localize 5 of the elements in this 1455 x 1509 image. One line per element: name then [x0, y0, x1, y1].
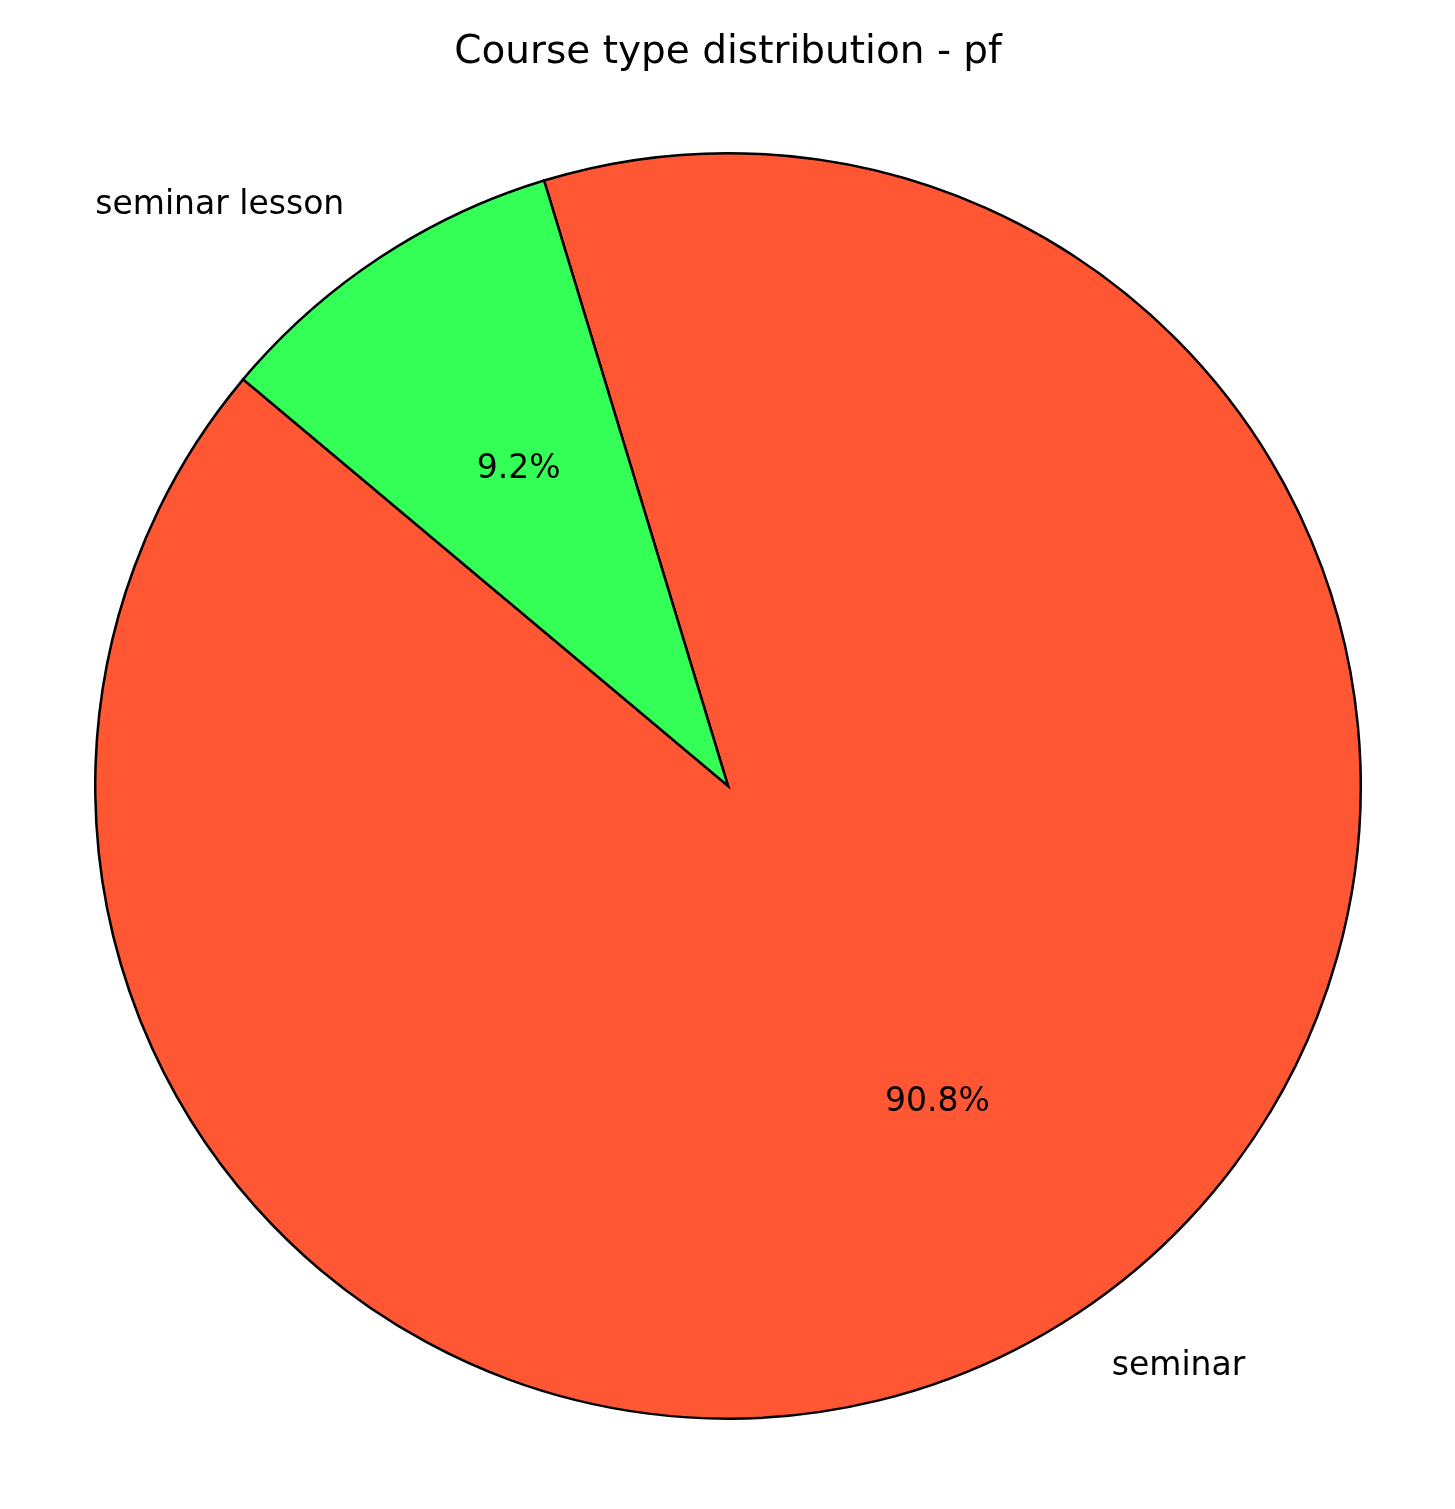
slice-label: seminar	[1111, 1344, 1246, 1384]
slice-label: seminar lesson	[95, 182, 345, 222]
data-label: 90.8%	[884, 1080, 990, 1120]
chart-title: Course type distribution - pf	[454, 26, 1004, 72]
data-label: 9.2%	[476, 446, 561, 486]
